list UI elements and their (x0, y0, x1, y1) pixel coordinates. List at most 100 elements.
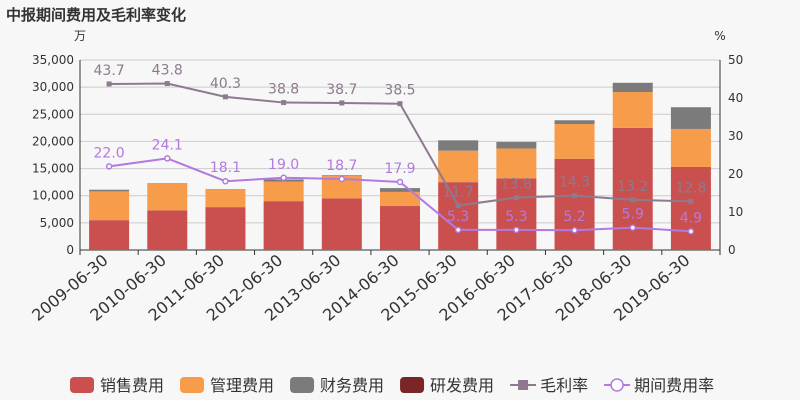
data-label: 24.1 (152, 137, 183, 153)
data-point (687, 228, 695, 235)
bar-segment (496, 148, 537, 179)
right-tick-label: 0 (728, 243, 736, 257)
legend-marker (518, 380, 529, 390)
bar-segment (380, 191, 420, 207)
data-point (222, 177, 229, 185)
data-label: 4.9 (680, 210, 702, 226)
legend-label: 销售费用 (100, 376, 164, 395)
data-label: 43.8 (152, 63, 183, 79)
data-label: 13.8 (501, 177, 532, 193)
bar-segment (670, 166, 711, 250)
data-point (164, 155, 171, 162)
bar-segment (205, 189, 246, 190)
right-axis-unit: % (714, 29, 725, 43)
data-label: 14.3 (559, 175, 590, 191)
data-point (106, 81, 112, 87)
bar-segment (205, 207, 246, 250)
bar-segment (380, 188, 420, 192)
right-tick-label: 10 (728, 205, 743, 219)
bar-segment (612, 92, 653, 128)
bar-segment (89, 191, 130, 221)
bar-segment (89, 189, 130, 192)
data-point (164, 81, 170, 87)
bar-segment (496, 141, 537, 149)
bar-segment (321, 175, 362, 176)
data-label: 12.8 (675, 180, 706, 196)
data-label: 5.3 (505, 209, 527, 225)
left-axis-unit: 万 (74, 29, 86, 43)
data-point (513, 226, 520, 234)
bar-segment (438, 150, 479, 183)
bar-segment (147, 183, 188, 211)
data-label: 40.3 (210, 76, 241, 92)
legend-swatch (400, 377, 425, 393)
bar-segment (670, 107, 711, 129)
data-label: 38.5 (384, 83, 415, 99)
data-label: 5.3 (447, 209, 469, 225)
bar-segment (612, 82, 653, 93)
bar-segment (554, 158, 595, 250)
legend-swatch (290, 377, 315, 393)
bar-segment (89, 220, 130, 250)
data-point (630, 197, 636, 203)
right-tick-label: 20 (728, 167, 743, 181)
data-label: 17.9 (384, 161, 415, 177)
data-label: 38.7 (326, 82, 357, 98)
data-label: 18.1 (210, 160, 241, 176)
data-point (222, 94, 228, 100)
data-label: 22.0 (94, 145, 125, 161)
data-label: 13.2 (617, 179, 648, 195)
chart-title: 中报期间费用及毛利率变化 (6, 6, 187, 24)
bar-segment (554, 120, 595, 125)
legend-swatch (180, 377, 205, 393)
bar-segment (147, 183, 188, 184)
bar-segment (438, 182, 479, 250)
legend-marker (610, 378, 624, 392)
data-point (397, 101, 403, 107)
right-tick-label: 30 (728, 129, 743, 143)
data-point (396, 178, 404, 186)
right-tick-label: 50 (728, 53, 743, 67)
left-tick-label: 35,000 (32, 53, 74, 67)
left-tick-label: 15,000 (32, 162, 74, 176)
data-point (688, 198, 694, 204)
data-point (339, 100, 345, 106)
data-label: 5.2 (563, 209, 585, 225)
left-tick-label: 5,000 (40, 216, 74, 230)
data-label: 38.8 (268, 82, 299, 98)
data-label: 19.0 (268, 157, 299, 173)
legend-swatch (70, 377, 94, 393)
bar-segment (147, 210, 188, 250)
data-point (571, 226, 578, 234)
data-label: 43.7 (94, 63, 125, 79)
left-tick-label: 30,000 (32, 80, 74, 94)
data-point (338, 175, 346, 183)
bar-segment (380, 206, 420, 250)
bar-segment (670, 128, 711, 167)
data-label: 11.7 (443, 185, 474, 201)
data-label: 18.7 (326, 158, 357, 174)
data-label: 5.9 (622, 207, 644, 223)
left-tick-label: 20,000 (32, 134, 74, 148)
legend-label: 财务费用 (320, 376, 384, 395)
data-point (629, 224, 636, 231)
data-point (105, 163, 113, 170)
bar-segment (263, 201, 304, 250)
left-tick-label: 25,000 (32, 107, 74, 121)
legend-label: 期间费用率 (634, 376, 714, 395)
data-point (454, 226, 462, 234)
bar-segment (321, 198, 362, 250)
bar-segment (263, 181, 304, 202)
data-point (281, 100, 287, 106)
data-point (280, 174, 287, 182)
left-tick-label: 10,000 (32, 189, 74, 203)
bar-segment (205, 189, 246, 208)
data-point (455, 203, 461, 209)
legend-label: 管理费用 (210, 376, 274, 395)
data-point (513, 195, 519, 201)
bar-segment (321, 175, 362, 199)
bar-segment (554, 124, 595, 159)
data-point (572, 193, 578, 199)
